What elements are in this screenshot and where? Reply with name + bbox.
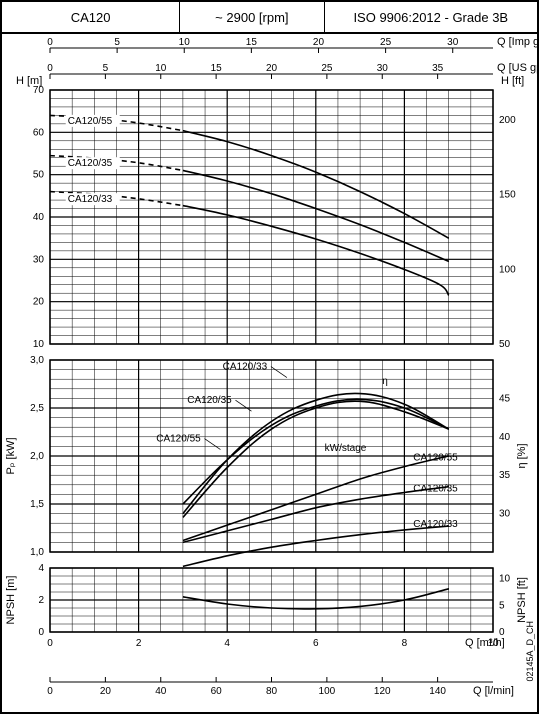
svg-text:5: 5	[499, 600, 505, 611]
svg-text:10: 10	[179, 37, 191, 48]
svg-text:1,5: 1,5	[30, 499, 44, 510]
header-speed: ~ 2900 [rpm]	[180, 2, 324, 32]
svg-text:NPSH [m]: NPSH [m]	[5, 576, 17, 625]
svg-text:25: 25	[380, 37, 392, 48]
svg-text:0: 0	[38, 627, 44, 638]
svg-text:η [%]: η [%]	[516, 443, 528, 468]
svg-text:kW/stage: kW/stage	[325, 443, 367, 454]
svg-text:200: 200	[499, 115, 516, 126]
svg-text:20: 20	[313, 37, 325, 48]
svg-text:150: 150	[499, 190, 516, 201]
svg-text:2,0: 2,0	[30, 451, 44, 462]
svg-text:Q [Imp gpm]: Q [Imp gpm]	[497, 36, 537, 48]
svg-text:2,5: 2,5	[30, 403, 44, 414]
svg-text:20: 20	[266, 63, 278, 74]
svg-text:80: 80	[266, 686, 278, 697]
charts-svg: 051015202530Q [Imp gpm]05101520253035Q […	[2, 32, 537, 712]
svg-text:CA120/55: CA120/55	[413, 453, 458, 464]
svg-text:6: 6	[313, 638, 319, 649]
svg-text:20: 20	[100, 686, 112, 697]
svg-text:20: 20	[33, 297, 45, 308]
svg-text:10: 10	[499, 574, 511, 585]
document-reference: 02145A_D_CH	[525, 621, 535, 682]
svg-text:0: 0	[47, 63, 53, 74]
svg-text:CA120/33: CA120/33	[413, 519, 458, 530]
svg-text:25: 25	[321, 63, 333, 74]
svg-text:CA120/35: CA120/35	[413, 483, 458, 494]
svg-text:120: 120	[374, 686, 391, 697]
header-model: CA120	[2, 2, 180, 32]
svg-text:35: 35	[432, 63, 444, 74]
svg-text:CA120/55: CA120/55	[68, 116, 113, 127]
svg-text:40: 40	[499, 432, 511, 443]
svg-text:5: 5	[103, 63, 109, 74]
svg-text:30: 30	[447, 37, 459, 48]
svg-text:60: 60	[211, 686, 223, 697]
svg-text:Pₚ [kW]: Pₚ [kW]	[5, 437, 17, 474]
svg-text:3,0: 3,0	[30, 355, 44, 366]
svg-text:100: 100	[499, 264, 516, 275]
svg-text:30: 30	[499, 509, 511, 520]
svg-text:1,0: 1,0	[30, 547, 44, 558]
svg-text:Q [US gpm]: Q [US gpm]	[497, 62, 537, 74]
svg-text:CA120/33: CA120/33	[68, 194, 113, 205]
svg-text:H [m]: H [m]	[16, 75, 42, 87]
svg-text:30: 30	[33, 254, 45, 265]
svg-text:60: 60	[33, 127, 45, 138]
svg-text:0: 0	[47, 686, 53, 697]
svg-text:2: 2	[38, 595, 44, 606]
svg-text:Q [l/min]: Q [l/min]	[473, 685, 514, 697]
svg-text:50: 50	[33, 170, 45, 181]
svg-text:140: 140	[429, 686, 446, 697]
svg-text:CA120/35: CA120/35	[68, 158, 113, 169]
svg-text:100: 100	[319, 686, 336, 697]
header-row: CA120 ~ 2900 [rpm] ISO 9906:2012 - Grade…	[2, 2, 537, 34]
datasheet-page: CA120 ~ 2900 [rpm] ISO 9906:2012 - Grade…	[0, 0, 539, 714]
svg-text:η: η	[382, 376, 388, 387]
svg-text:CA120/35: CA120/35	[187, 395, 232, 406]
svg-text:CA120/55: CA120/55	[156, 434, 201, 445]
svg-text:15: 15	[211, 63, 223, 74]
svg-text:8: 8	[402, 638, 408, 649]
svg-text:2: 2	[136, 638, 142, 649]
header-standard: ISO 9906:2012 - Grade 3B	[325, 2, 537, 32]
svg-text:4: 4	[224, 638, 230, 649]
svg-text:10: 10	[155, 63, 167, 74]
svg-text:0: 0	[47, 37, 53, 48]
svg-text:NPSH [ft]: NPSH [ft]	[516, 577, 528, 623]
svg-text:40: 40	[33, 212, 45, 223]
svg-text:CA120/33: CA120/33	[223, 362, 268, 373]
svg-text:50: 50	[499, 339, 511, 350]
svg-text:4: 4	[38, 563, 44, 574]
svg-text:0: 0	[47, 638, 53, 649]
svg-text:35: 35	[499, 470, 511, 481]
svg-text:10: 10	[33, 339, 45, 350]
svg-text:15: 15	[246, 37, 258, 48]
svg-text:45: 45	[499, 393, 511, 404]
svg-text:H [ft]: H [ft]	[501, 75, 524, 87]
svg-text:5: 5	[114, 37, 120, 48]
svg-text:Q [m³/h]: Q [m³/h]	[465, 637, 505, 649]
svg-text:40: 40	[155, 686, 167, 697]
svg-text:30: 30	[377, 63, 389, 74]
